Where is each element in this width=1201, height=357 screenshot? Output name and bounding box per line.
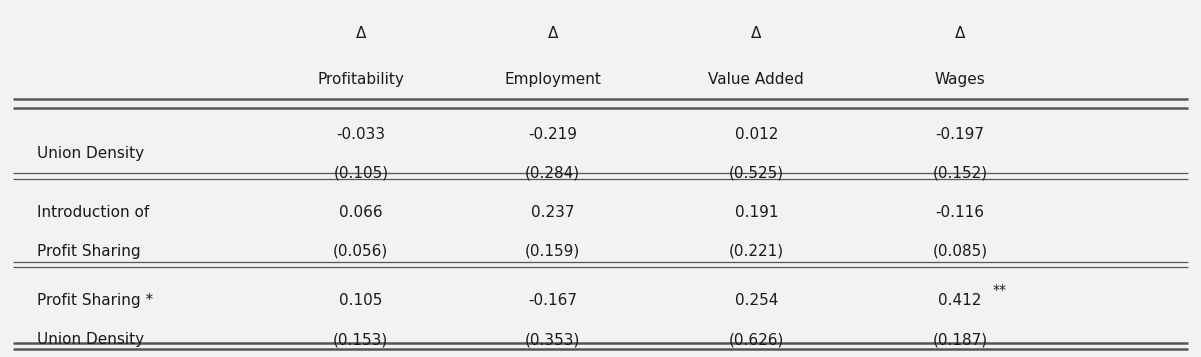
Text: -0.116: -0.116 [936, 205, 985, 220]
Text: (0.056): (0.056) [333, 243, 388, 258]
Text: Profit Sharing: Profit Sharing [37, 243, 141, 258]
Text: (0.353): (0.353) [525, 332, 580, 347]
Text: -0.167: -0.167 [528, 293, 576, 308]
Text: (0.152): (0.152) [932, 166, 987, 181]
Text: 0.237: 0.237 [531, 205, 574, 220]
Text: Union Density: Union Density [37, 146, 144, 161]
Text: **: ** [992, 283, 1006, 297]
Text: Δ: Δ [355, 26, 366, 41]
Text: Value Added: Value Added [709, 72, 805, 87]
Text: Δ: Δ [751, 26, 761, 41]
Text: Wages: Wages [934, 72, 985, 87]
Text: 0.254: 0.254 [735, 293, 778, 308]
Text: -0.197: -0.197 [936, 127, 985, 142]
Text: Employment: Employment [504, 72, 600, 87]
Text: Profitability: Profitability [317, 72, 405, 87]
Text: (0.187): (0.187) [932, 332, 987, 347]
Text: 0.066: 0.066 [339, 205, 383, 220]
Text: Δ: Δ [955, 26, 966, 41]
Text: (0.525): (0.525) [729, 166, 784, 181]
Text: (0.159): (0.159) [525, 243, 580, 258]
Text: 0.012: 0.012 [735, 127, 778, 142]
Text: Introduction of: Introduction of [37, 205, 150, 220]
Text: (0.626): (0.626) [729, 332, 784, 347]
Text: (0.085): (0.085) [932, 243, 987, 258]
Text: Union Density: Union Density [37, 332, 144, 347]
Text: (0.153): (0.153) [333, 332, 388, 347]
Text: 0.412: 0.412 [938, 293, 981, 308]
Text: 0.105: 0.105 [339, 293, 383, 308]
Text: Profit Sharing *: Profit Sharing * [37, 293, 154, 308]
Text: (0.284): (0.284) [525, 166, 580, 181]
Text: (0.221): (0.221) [729, 243, 784, 258]
Text: Δ: Δ [548, 26, 557, 41]
Text: -0.033: -0.033 [336, 127, 386, 142]
Text: 0.191: 0.191 [735, 205, 778, 220]
Text: -0.219: -0.219 [528, 127, 576, 142]
Text: (0.105): (0.105) [334, 166, 388, 181]
